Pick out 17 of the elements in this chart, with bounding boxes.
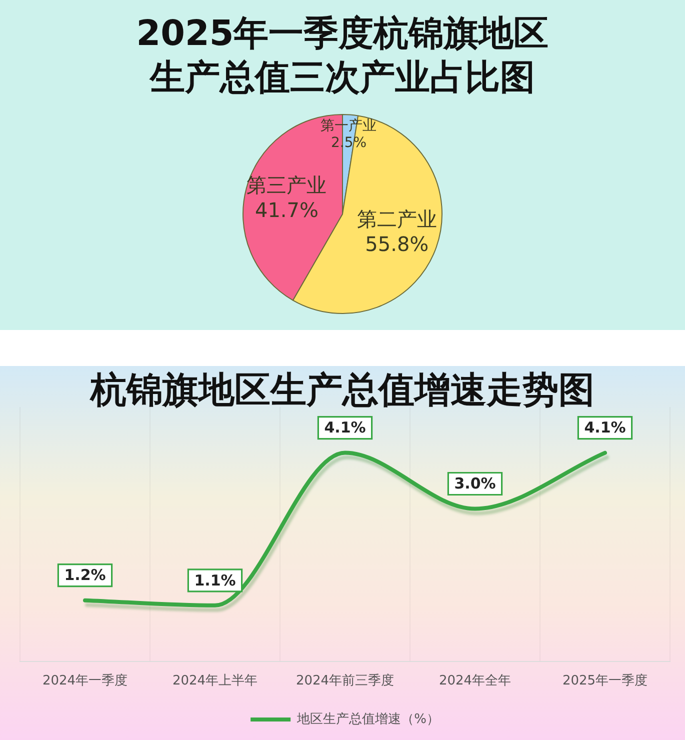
data-label: 1.1% — [194, 571, 236, 590]
data-label: 41.7% — [254, 198, 319, 222]
slice-label: 第三产业 — [246, 172, 327, 197]
data-label: 4.1% — [324, 418, 366, 437]
x-tick-label: 2024年全年 — [438, 674, 512, 689]
x-tick-label: 2024年前三季度 — [296, 672, 394, 689]
data-label: 1.2% — [64, 566, 106, 584]
chart-title: 杭锦旗地区生产总值增速走势图 — [88, 370, 596, 412]
data-label: 3.0% — [454, 474, 496, 493]
chart-title: 2025年一季度杭锦旗地区生产总值三次产业占比图 — [135, 13, 550, 100]
legend-label: 地区生产总值增速（%） — [296, 712, 440, 727]
data-label: 4.1% — [584, 418, 626, 437]
x-tick-label: 2024年上半年 — [172, 674, 258, 689]
x-tick-label: 2024年一季度 — [42, 672, 128, 689]
slice-label: 第二产业 — [356, 206, 437, 231]
data-label: 55.8% — [365, 232, 429, 256]
x-tick-label: 2025年一季度 — [562, 672, 648, 689]
